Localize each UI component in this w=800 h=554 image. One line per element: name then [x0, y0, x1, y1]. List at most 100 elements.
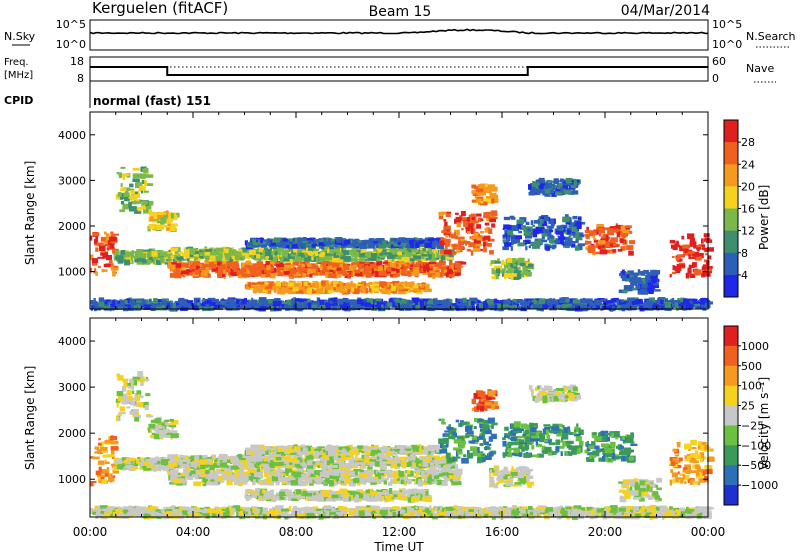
nsky-panel-frame	[89, 19, 709, 51]
echo-cell	[333, 281, 337, 288]
echo-cell	[676, 257, 680, 261]
echo-cell	[606, 236, 611, 240]
echo-cell	[549, 219, 555, 224]
echo-cell	[295, 288, 304, 294]
echo-cell	[175, 305, 181, 309]
echo-cell	[653, 270, 661, 275]
echo-cell	[527, 258, 530, 263]
echo-cell	[574, 245, 580, 251]
echo-cell	[449, 303, 457, 307]
echo-cell	[669, 239, 675, 244]
echo-cell	[284, 265, 292, 269]
echo-cell	[428, 299, 433, 305]
echo-cell	[707, 247, 714, 252]
colorbar-tick-label: 20	[741, 180, 755, 193]
echo-cell	[260, 299, 268, 306]
echo-cell	[206, 299, 212, 302]
echo-cell	[183, 258, 186, 261]
echo-cell	[100, 236, 106, 242]
echo-cell	[569, 217, 572, 222]
echo-cell	[129, 188, 134, 191]
echo-cell	[313, 266, 319, 273]
echo-cell	[122, 203, 129, 210]
echo-cell	[695, 256, 702, 261]
echo-cell	[244, 303, 252, 308]
echo-cell	[477, 188, 483, 193]
echo-cell	[506, 257, 513, 263]
echo-cell	[99, 245, 106, 252]
echo-cell	[264, 248, 268, 252]
echo-cell	[213, 304, 217, 310]
echo-cell	[132, 251, 135, 258]
echo-cell	[104, 461, 110, 465]
freq-trace	[90, 66, 708, 76]
echo-cell	[470, 213, 476, 218]
echo-cell	[343, 250, 349, 256]
echo-cell	[95, 305, 102, 311]
echo-cell	[90, 254, 94, 261]
echo-cell	[368, 261, 374, 266]
echo-cell	[531, 183, 539, 189]
echo-cell	[123, 254, 131, 258]
echo-cell	[287, 282, 295, 287]
echo-cell	[328, 272, 336, 278]
echo-cell	[205, 267, 210, 271]
echo-cell	[608, 230, 611, 234]
echo-cell	[444, 249, 452, 255]
echo-cell	[523, 232, 532, 236]
echo-cell	[540, 216, 545, 221]
echo-cell	[96, 242, 104, 246]
echo-cell	[519, 219, 524, 224]
echo-cell	[178, 300, 187, 307]
echo-cell	[333, 281, 340, 287]
echo-cell	[613, 305, 620, 310]
echo-cell	[301, 270, 308, 274]
echo-cell	[555, 191, 563, 196]
echo-cell	[120, 300, 125, 307]
echo-cell	[648, 303, 652, 309]
echo-cell	[514, 299, 523, 304]
echo-cell	[223, 269, 228, 275]
echo-cell	[533, 220, 541, 224]
echo-cell	[349, 304, 353, 308]
echo-cell	[92, 232, 100, 237]
echo-cell	[164, 225, 170, 228]
echo-cell	[553, 184, 560, 189]
echo-cell	[358, 263, 365, 267]
echo-cell	[557, 183, 563, 186]
echo-cell	[660, 306, 666, 310]
echo-cell	[98, 438, 101, 441]
echo-cell	[301, 254, 307, 258]
echo-cell	[364, 266, 372, 272]
echo-cell	[458, 240, 466, 244]
echo-cell	[281, 251, 286, 257]
echo-cell	[171, 262, 177, 265]
echo-cell	[101, 269, 108, 272]
echo-cell	[530, 220, 534, 226]
echo-cell	[221, 298, 224, 303]
echo-cell	[269, 256, 277, 262]
echo-cell	[130, 190, 135, 194]
echo-cell	[358, 250, 361, 255]
echo-cell	[318, 299, 322, 306]
echo-cell	[232, 305, 240, 311]
echo-cell	[549, 245, 557, 249]
echo-cell	[290, 254, 299, 257]
echo-cell	[299, 285, 305, 291]
echo-cell	[354, 271, 363, 277]
echo-cell	[636, 301, 641, 305]
echo-cell	[572, 235, 577, 239]
echo-cell	[420, 285, 424, 288]
echo-cell	[477, 217, 482, 222]
echo-cell	[374, 301, 382, 304]
echo-cell	[148, 301, 154, 304]
echo-cell	[297, 244, 301, 248]
colorbar-segment	[724, 164, 738, 187]
echo-cell	[388, 290, 391, 293]
echo-cell	[454, 272, 461, 276]
echo-cell	[307, 302, 312, 309]
echo-cell	[433, 256, 440, 260]
echo-cell	[136, 259, 144, 265]
echo-cell	[700, 304, 708, 307]
echo-cell	[678, 264, 686, 268]
